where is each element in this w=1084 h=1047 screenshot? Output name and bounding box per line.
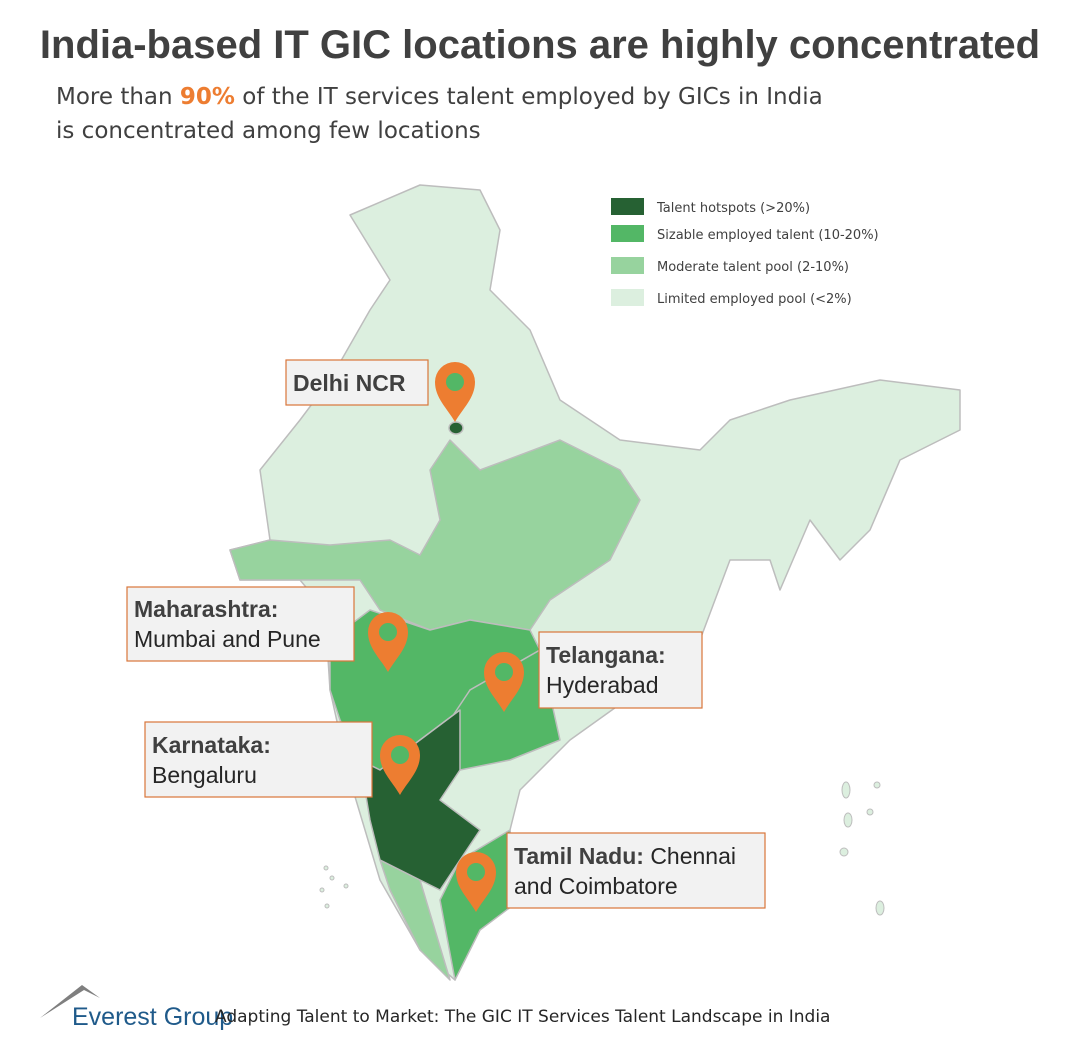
region-moderate — [229, 439, 641, 631]
callout-heading: Delhi NCR — [293, 370, 406, 396]
brand: Everest Group — [72, 1003, 233, 1031]
title: India-based IT GIC locations are highly … — [40, 23, 1040, 67]
pin — [435, 362, 475, 422]
legend-swatch — [611, 225, 644, 242]
subtitle: More than 90% of the IT services talent … — [56, 84, 823, 110]
pin-hole — [446, 373, 464, 391]
legend-label: Sizable employed talent (10-20%) — [657, 228, 879, 243]
callout-detail: Bengaluru — [152, 762, 257, 788]
pin-hole — [495, 663, 513, 681]
subtitle-rest: of the IT services talent employed by GI… — [242, 84, 822, 110]
callout: Maharashtra: — [134, 596, 278, 622]
legend-swatch — [611, 198, 644, 215]
callout-box — [144, 721, 373, 798]
legend-swatch — [611, 289, 644, 306]
callout-detail: Chennai — [650, 843, 736, 869]
callout-box — [285, 359, 429, 406]
legend-label: Limited employed pool (<2%) — [657, 292, 852, 307]
callout-box — [126, 586, 355, 662]
subtitle-line2: is concentrated among few locations — [56, 118, 481, 144]
legend-swatch — [611, 257, 644, 274]
callout-box — [538, 631, 703, 709]
callout-heading: Karnataka: — [152, 732, 271, 758]
region-hotspot — [448, 421, 464, 435]
islands — [319, 781, 885, 916]
callout-heading: Telangana: — [546, 642, 666, 668]
callouts: Delhi NCR Maharashtra: Mumbai and Pune T… — [126, 359, 766, 909]
footer-text: Adapting Talent to Market: The GIC IT Se… — [215, 1007, 830, 1027]
subtitle-highlight: 90% — [180, 84, 235, 110]
pins — [368, 362, 524, 912]
pin-hole — [379, 623, 397, 641]
callout-detail: Hyderabad — [546, 672, 659, 698]
region-hotspot — [359, 709, 481, 891]
legend-label: Moderate talent pool (2-10%) — [657, 260, 849, 275]
pin-hole — [391, 746, 409, 764]
footer: Everest Group Adapting Talent to Market:… — [40, 985, 830, 1031]
pin — [456, 852, 496, 912]
pin — [380, 735, 420, 795]
pin-hole — [467, 863, 485, 881]
subtitle-lead: More than — [56, 84, 173, 110]
callout: Telangana: — [546, 642, 666, 668]
pin — [368, 612, 408, 672]
callout: Tamil Nadu: Chennai — [514, 843, 736, 869]
pin — [484, 652, 524, 712]
callout: Karnataka: — [152, 732, 271, 758]
callout-detail: and Coimbatore — [514, 873, 678, 899]
callout-heading: Tamil Nadu: — [514, 843, 644, 869]
legend-label: Talent hotspots (>20%) — [656, 201, 810, 216]
callout-heading: Maharashtra: — [134, 596, 278, 622]
legend: Talent hotspots (>20%) Sizable employed … — [611, 198, 879, 307]
callout-box — [506, 832, 766, 909]
callout-detail: Mumbai and Pune — [134, 626, 321, 652]
callout: Delhi NCR — [293, 370, 406, 396]
